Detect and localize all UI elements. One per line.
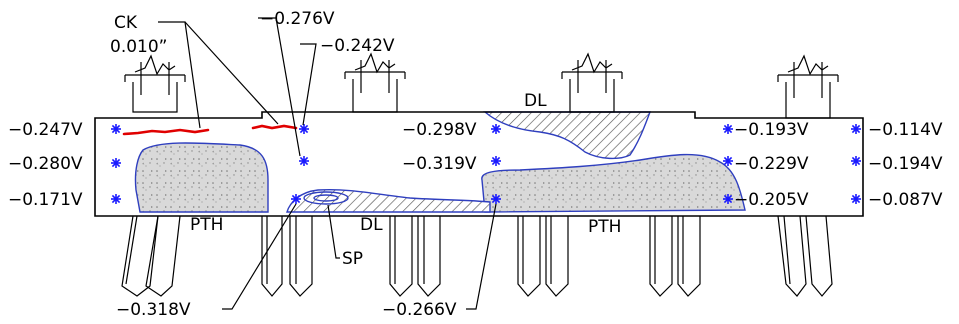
leader-lines xyxy=(158,17,497,310)
asterisk-icon xyxy=(290,193,302,205)
asterisk-icon xyxy=(298,123,310,135)
annotations: CK 0.010” −0.276V −0.242V DL −0.247V −0.… xyxy=(8,9,943,320)
asterisk-icon xyxy=(850,155,862,167)
spall-label: SP xyxy=(342,249,363,269)
pier-cap xyxy=(94,111,864,217)
asterisk-icon xyxy=(722,193,734,205)
asterisk-icon xyxy=(490,155,502,167)
crack-left xyxy=(122,128,210,136)
spall-ellipse-inner xyxy=(313,194,339,202)
reading-left-mid: −0.280V xyxy=(8,154,83,174)
pile-5 xyxy=(649,216,701,297)
reading-bottom-318: −0.318V xyxy=(116,300,191,320)
piles xyxy=(121,215,833,297)
crack-width-label: 0.010” xyxy=(110,37,167,57)
bearing-3 xyxy=(561,52,623,113)
asterisk-icon xyxy=(722,155,734,167)
reading-right-b-top: −0.114V xyxy=(868,120,943,140)
crack-right xyxy=(251,124,298,130)
pth-patch-left xyxy=(134,142,269,213)
pile-3 xyxy=(389,216,441,297)
reading-center-top: −0.298V xyxy=(402,120,477,140)
reading-right-a-bot: −0.205V xyxy=(734,190,809,210)
reading-top-242: −0.242V xyxy=(320,36,395,56)
reading-right-a-top: −0.193V xyxy=(734,120,809,140)
asterisk-icon xyxy=(490,123,502,135)
reading-left-bot: −0.171V xyxy=(8,190,83,210)
asterisk-icon xyxy=(298,155,310,167)
pile-1 xyxy=(121,215,181,297)
spall-ellipse-outer xyxy=(303,191,349,205)
dl-bottom-label: DL xyxy=(360,215,383,235)
pth-right-label: PTH xyxy=(588,217,621,237)
bearing-2 xyxy=(344,52,406,113)
pile-2 xyxy=(261,216,313,297)
reading-center-mid: −0.319V xyxy=(402,154,477,174)
reading-left-top: −0.247V xyxy=(8,120,83,140)
asterisk-icon xyxy=(850,193,862,205)
cap-outline xyxy=(94,111,864,217)
reading-right-b-bot: −0.087V xyxy=(868,190,943,210)
asterisk-icon xyxy=(110,193,122,205)
asterisk-icon xyxy=(110,123,122,135)
asterisk-icon xyxy=(850,123,862,135)
bearing-4 xyxy=(777,54,839,119)
reading-bottom-266: −0.266V xyxy=(382,300,457,320)
reading-right-a-mid: −0.229V xyxy=(734,154,809,174)
asterisk-icon xyxy=(110,157,122,169)
crack-label: CK xyxy=(114,13,138,33)
dl-bottom-patch xyxy=(286,188,491,213)
pile-4 xyxy=(517,216,569,297)
dl-top-patch xyxy=(483,111,652,160)
pth-left-label: PTH xyxy=(190,215,223,235)
pth-patch-right xyxy=(481,153,746,213)
dl-top-label: DL xyxy=(524,91,547,111)
asterisk-icon xyxy=(490,193,502,205)
reading-right-b-mid: −0.194V xyxy=(868,154,943,174)
bearings xyxy=(124,52,839,119)
reading-top-276: −0.276V xyxy=(260,9,335,29)
bearing-1 xyxy=(124,54,186,113)
asterisk-icon xyxy=(722,123,734,135)
pile-6 xyxy=(777,215,833,297)
